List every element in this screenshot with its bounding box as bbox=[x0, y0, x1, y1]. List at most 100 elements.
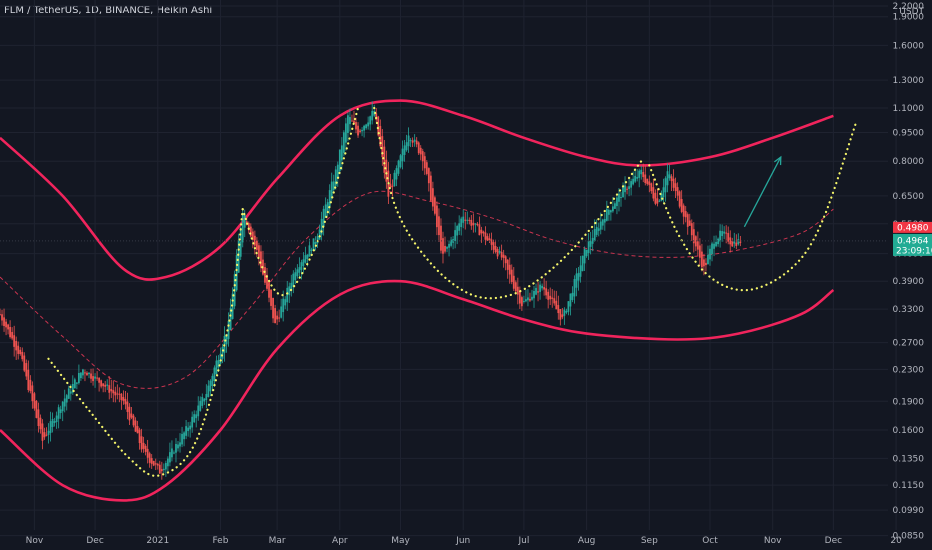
candle-body bbox=[599, 221, 602, 230]
candle-body bbox=[209, 380, 212, 392]
channel-upper-line bbox=[0, 99, 834, 281]
candle-body bbox=[49, 421, 52, 433]
candle-body bbox=[541, 285, 544, 289]
candle-body bbox=[296, 269, 299, 277]
candle-body bbox=[215, 360, 218, 375]
candle-body bbox=[731, 240, 734, 247]
chart-title: FLM / TetherUS, 1D, BINANCE, Heikin Ashi bbox=[4, 5, 213, 16]
candle-body bbox=[458, 223, 461, 231]
candle-body bbox=[15, 341, 18, 351]
candle-body bbox=[239, 227, 242, 257]
y-tick-label: 0.1150 bbox=[893, 481, 925, 491]
candle-body bbox=[61, 401, 64, 412]
candle-body bbox=[492, 242, 495, 250]
high-price-badge bbox=[893, 221, 932, 233]
candle-body bbox=[195, 414, 198, 419]
candle-body bbox=[140, 436, 143, 450]
candle-body bbox=[183, 432, 185, 440]
candle-body bbox=[557, 305, 560, 314]
y-tick-label: 0.2700 bbox=[893, 339, 925, 349]
candle-body bbox=[205, 394, 208, 401]
candle-body bbox=[324, 204, 327, 218]
high-price-text: 0.4980 bbox=[897, 223, 929, 233]
candle-body bbox=[581, 255, 584, 272]
candle-body bbox=[516, 286, 519, 295]
candle-body bbox=[110, 388, 113, 392]
candle-body bbox=[583, 248, 586, 264]
candle-body bbox=[415, 140, 418, 145]
candle-body bbox=[294, 272, 297, 281]
candle-body bbox=[33, 393, 36, 409]
candle-body bbox=[189, 425, 192, 430]
candle-body bbox=[533, 290, 535, 299]
candle-body bbox=[690, 223, 693, 236]
candle-body bbox=[41, 423, 44, 441]
candle-body bbox=[0, 314, 1, 316]
candle-body bbox=[213, 367, 216, 381]
dotted-curve bbox=[241, 106, 360, 297]
candle-body bbox=[363, 125, 366, 131]
candle-body bbox=[589, 240, 592, 247]
candle-body bbox=[460, 218, 463, 228]
candle-body bbox=[225, 333, 228, 345]
candle-body bbox=[264, 267, 266, 283]
candle-body bbox=[65, 395, 68, 403]
y-tick-label: 0.2300 bbox=[893, 365, 925, 375]
candle-body bbox=[330, 181, 333, 199]
y-tick-label: 0.3300 bbox=[893, 305, 925, 315]
candle-body bbox=[709, 248, 711, 260]
candle-body bbox=[120, 393, 123, 401]
candle-body bbox=[395, 168, 398, 180]
candle-body bbox=[650, 183, 653, 192]
candle-body bbox=[132, 415, 135, 426]
candle-body bbox=[90, 373, 92, 379]
candle-body bbox=[260, 251, 262, 268]
candle-body bbox=[618, 193, 620, 202]
candle-body bbox=[11, 332, 14, 339]
candle-body bbox=[565, 310, 568, 313]
candle-body bbox=[340, 145, 343, 161]
time-axis[interactable]: Nov Dec 2021 Feb Mar Apr May Jun Jul Aug Sep Oct Nov… bbox=[26, 536, 902, 546]
candle-body bbox=[45, 434, 48, 436]
candle-body bbox=[630, 181, 633, 188]
candle-body bbox=[9, 326, 12, 338]
candle-body bbox=[674, 183, 677, 192]
candle-body bbox=[106, 384, 109, 386]
candle-body bbox=[175, 443, 177, 453]
candle-body bbox=[684, 211, 687, 218]
candle-body bbox=[531, 296, 533, 300]
candle-body bbox=[407, 135, 410, 147]
candle-body bbox=[494, 245, 497, 253]
candle-body bbox=[391, 185, 394, 187]
candle-body bbox=[383, 146, 386, 173]
x-tick-label: Sep bbox=[641, 536, 658, 546]
candle-body bbox=[75, 382, 78, 384]
candle-body bbox=[482, 231, 485, 234]
candle-body bbox=[59, 409, 62, 413]
candle-body bbox=[138, 429, 141, 444]
candle-body bbox=[328, 190, 331, 207]
heikin-ashi-candles bbox=[0, 101, 742, 480]
candle-body bbox=[322, 208, 325, 227]
regression-channel bbox=[0, 99, 835, 502]
candle-body bbox=[112, 390, 115, 394]
candle-body bbox=[334, 169, 337, 186]
candle-body bbox=[94, 376, 96, 379]
candle-body bbox=[357, 125, 359, 136]
candle-body bbox=[634, 175, 637, 182]
candle-body bbox=[130, 413, 133, 418]
x-tick-label: 20 bbox=[890, 536, 902, 546]
candle-body bbox=[614, 203, 616, 209]
candle-body bbox=[156, 463, 159, 466]
candle-body bbox=[421, 151, 424, 162]
candle-body bbox=[652, 187, 655, 199]
candle-body bbox=[235, 255, 238, 291]
candle-body bbox=[462, 216, 465, 223]
candle-body bbox=[601, 219, 604, 226]
candle-body bbox=[17, 345, 20, 354]
candle-body bbox=[349, 117, 351, 125]
candle-body bbox=[520, 297, 523, 307]
